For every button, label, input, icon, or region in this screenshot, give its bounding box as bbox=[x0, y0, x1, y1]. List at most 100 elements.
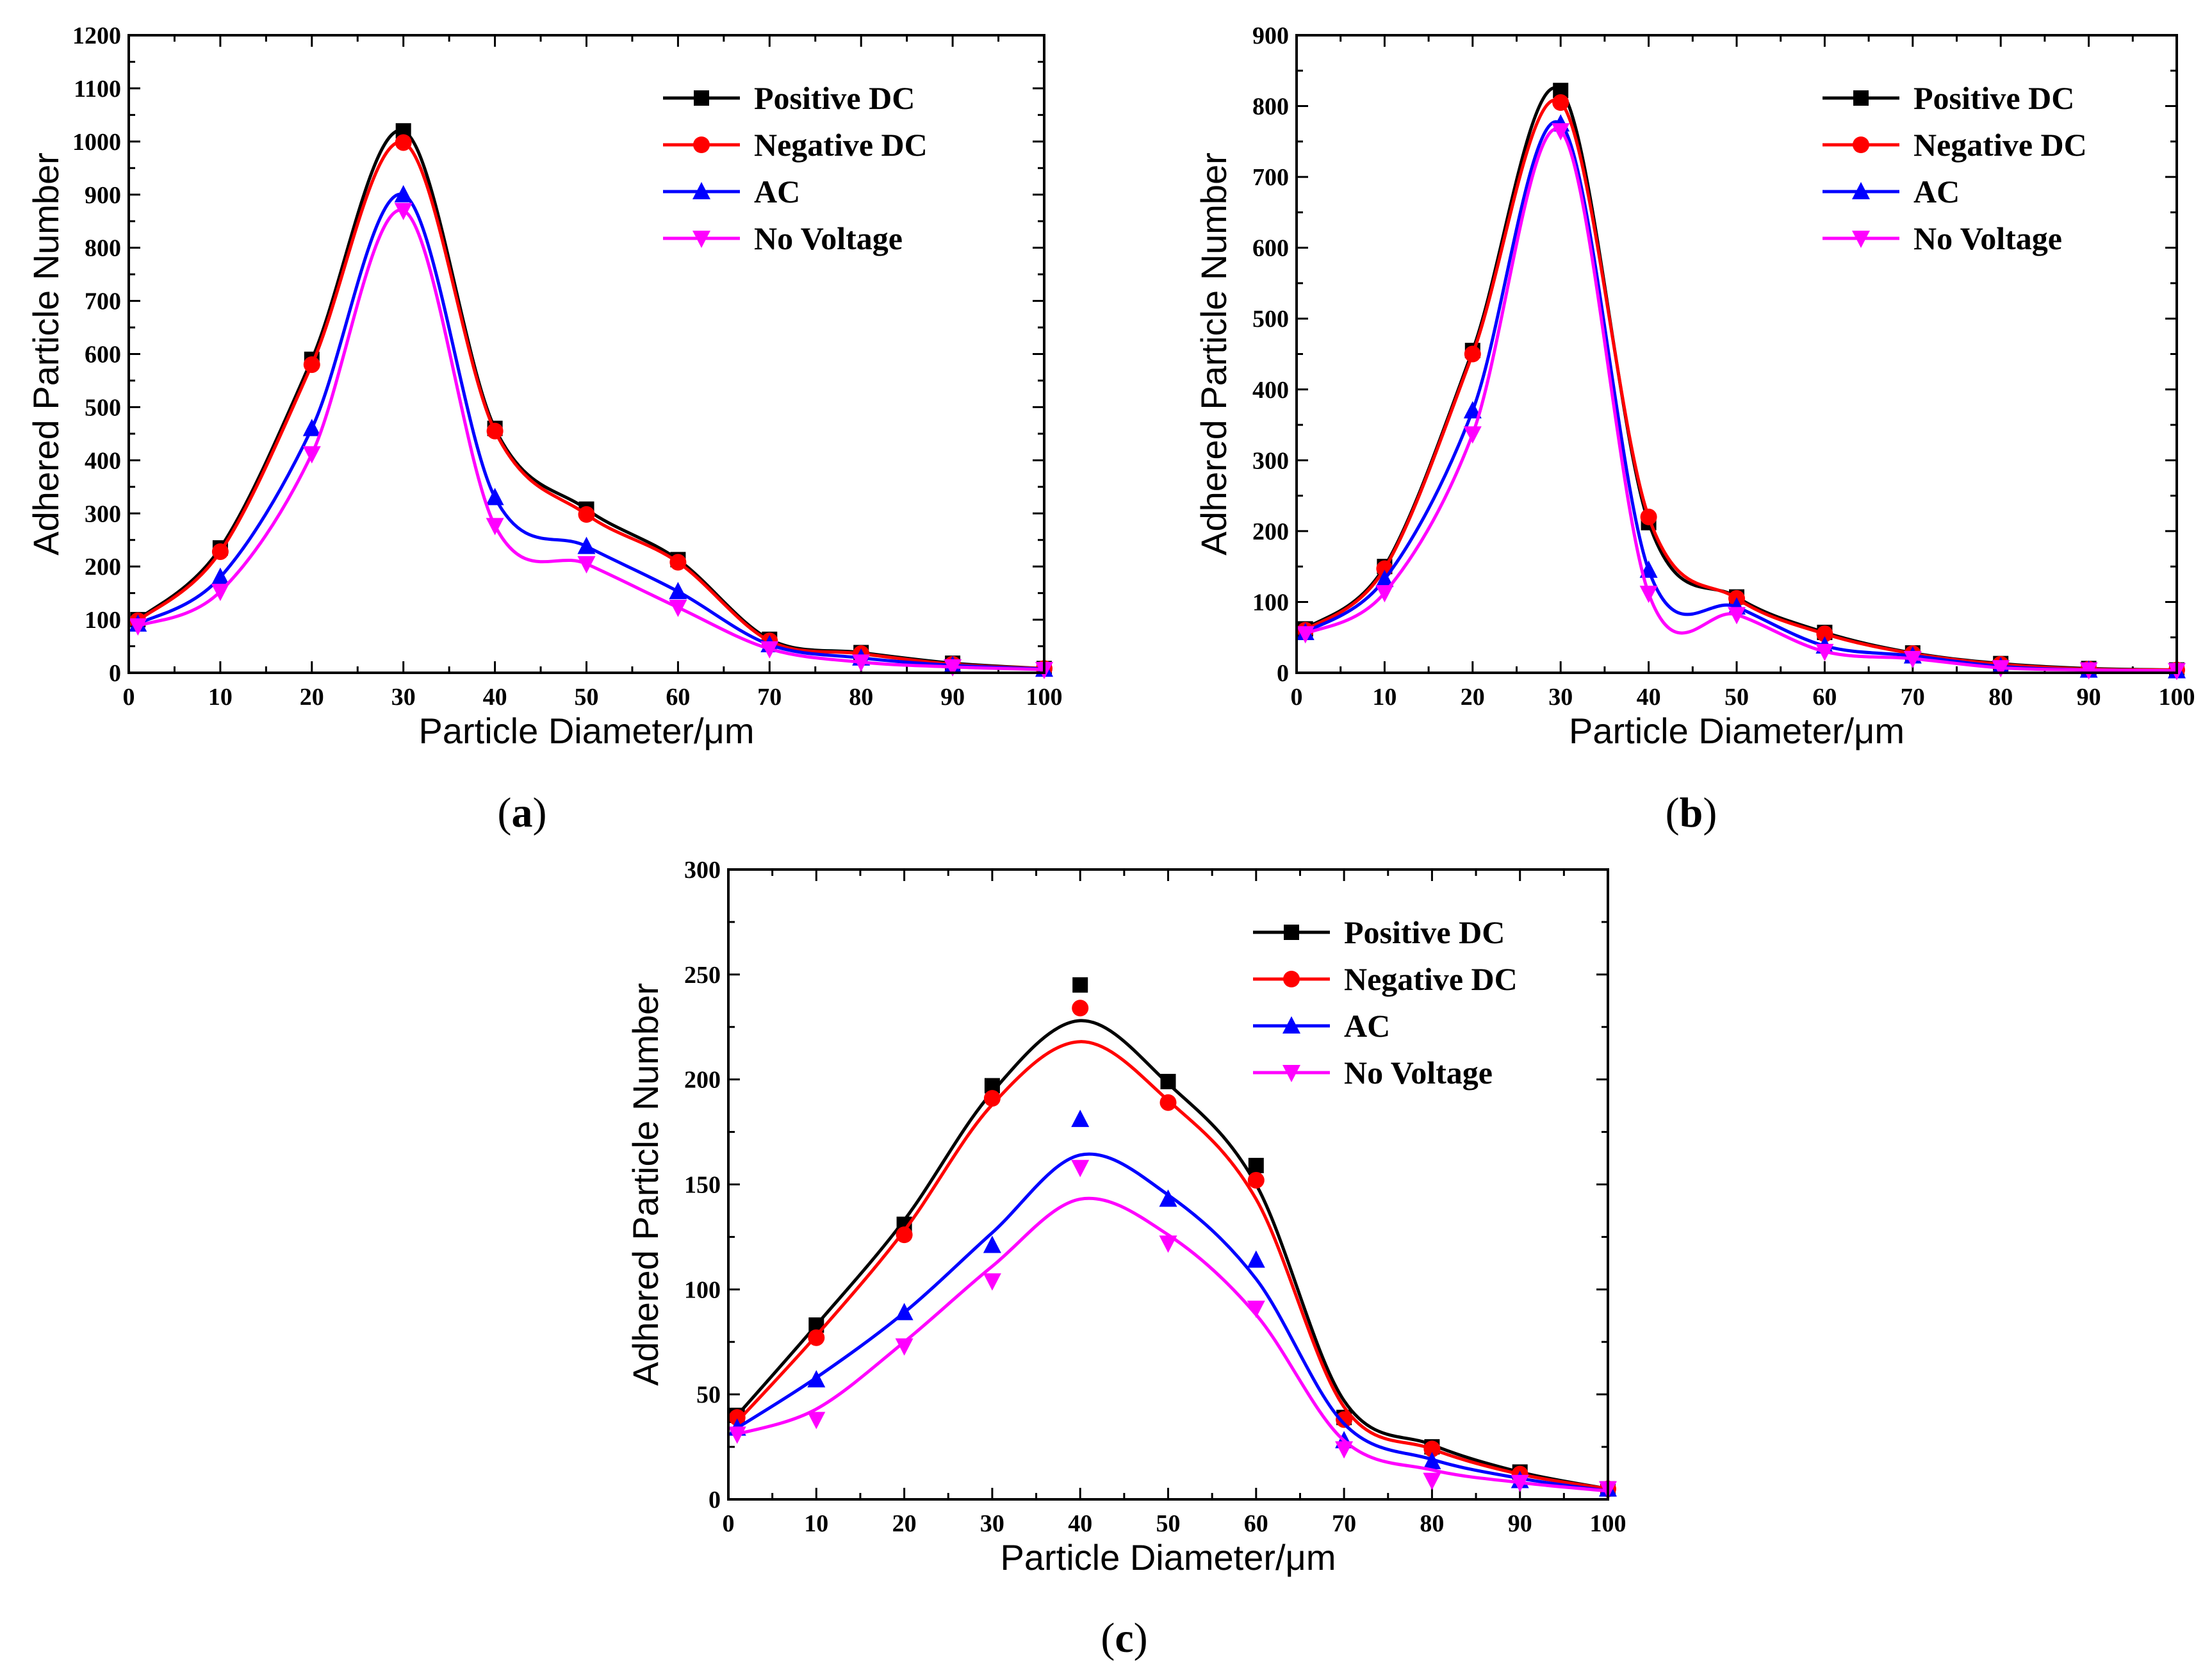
legend-label: Negative DC bbox=[1344, 961, 1518, 997]
data-point bbox=[760, 641, 779, 659]
data-point bbox=[486, 422, 504, 440]
data-point bbox=[669, 554, 687, 571]
x-tick-label: 70 bbox=[1332, 1510, 1356, 1537]
x-tick-label: 100 bbox=[1590, 1510, 1626, 1537]
legend-marker bbox=[1852, 182, 1870, 199]
x-tick-label: 20 bbox=[1461, 684, 1485, 711]
y-tick-label: 200 bbox=[684, 1067, 721, 1094]
data-point bbox=[1511, 1474, 1529, 1492]
legend-label: Negative DC bbox=[754, 127, 928, 163]
x-tick-label: 30 bbox=[980, 1510, 1004, 1537]
x-tick-label: 40 bbox=[1637, 684, 1661, 711]
legend-marker bbox=[1284, 925, 1299, 940]
y-tick-label: 0 bbox=[1277, 660, 1289, 687]
y-tick-label: 800 bbox=[85, 235, 121, 262]
legend-marker bbox=[1853, 90, 1869, 106]
series-line bbox=[735, 1019, 1609, 1491]
data-point bbox=[1423, 1472, 1441, 1490]
data-point bbox=[1072, 1000, 1089, 1017]
y-tick-label: 0 bbox=[709, 1487, 721, 1513]
legend-label: No Voltage bbox=[1913, 220, 2062, 256]
x-tick-label: 50 bbox=[1725, 684, 1749, 711]
x-tick-label: 60 bbox=[1812, 684, 1837, 711]
y-tick-label: 1200 bbox=[72, 22, 121, 49]
y-tick-label: 600 bbox=[1252, 235, 1289, 262]
y-tick-label: 50 bbox=[696, 1381, 721, 1408]
data-point bbox=[852, 654, 871, 672]
data-point bbox=[669, 582, 687, 600]
y-axis-title: Adhered Particle Number bbox=[26, 152, 66, 556]
y-tick-label: 0 bbox=[109, 660, 121, 687]
legend-marker bbox=[694, 90, 709, 106]
x-tick-label: 80 bbox=[1988, 684, 2013, 711]
data-point bbox=[1248, 1158, 1264, 1174]
legend-marker bbox=[1853, 136, 1869, 153]
legend-marker bbox=[1852, 231, 1870, 248]
x-axis-title: Particle Diameter/μm bbox=[419, 711, 755, 751]
x-tick-label: 80 bbox=[849, 684, 873, 711]
data-point bbox=[895, 1338, 913, 1356]
data-point bbox=[1160, 1073, 1176, 1089]
legend-marker bbox=[692, 231, 710, 248]
data-point bbox=[395, 134, 412, 151]
chart-panel: 0 10 20 30 40 50 60 70 80 90 100 0 100 200 300 400 500 60… bbox=[1193, 22, 2195, 836]
data-point bbox=[669, 600, 687, 618]
data-point bbox=[211, 543, 229, 560]
series-line bbox=[736, 1196, 1609, 1493]
data-point bbox=[1552, 123, 1570, 141]
x-tick-label: 80 bbox=[1420, 1510, 1444, 1537]
x-tick-label: 20 bbox=[300, 684, 324, 711]
data-point bbox=[211, 567, 229, 585]
y-axis-title: Adhered Particle Number bbox=[1193, 152, 1234, 556]
x-tick-label: 90 bbox=[1508, 1510, 1532, 1537]
y-tick-label: 700 bbox=[85, 288, 121, 315]
data-point bbox=[1552, 94, 1569, 111]
x-tick-label: 10 bbox=[208, 684, 233, 711]
legend-marker bbox=[1283, 971, 1300, 987]
data-point bbox=[1903, 650, 1922, 668]
y-tick-label: 1100 bbox=[74, 76, 121, 103]
y-tick-label: 250 bbox=[684, 962, 721, 989]
data-point bbox=[983, 1273, 1001, 1291]
data-point bbox=[486, 488, 504, 506]
x-tick-label: 10 bbox=[1372, 684, 1397, 711]
legend-label: AC bbox=[1913, 174, 1960, 210]
data-point bbox=[394, 202, 413, 220]
data-point bbox=[1071, 1109, 1090, 1127]
data-point bbox=[1159, 1189, 1177, 1207]
y-tick-label: 800 bbox=[1252, 94, 1289, 120]
series-line bbox=[137, 192, 1045, 671]
y-tick-label: 150 bbox=[684, 1172, 721, 1199]
panel-label: (b) bbox=[1666, 789, 1717, 836]
legend-marker bbox=[693, 136, 710, 153]
data-point bbox=[1071, 1160, 1090, 1178]
x-tick-label: 60 bbox=[666, 684, 690, 711]
y-tick-label: 400 bbox=[85, 447, 121, 474]
legend-marker bbox=[692, 182, 710, 199]
data-point bbox=[486, 518, 504, 536]
data-point bbox=[578, 506, 595, 523]
x-tick-label: 40 bbox=[483, 684, 507, 711]
data-point bbox=[944, 659, 962, 677]
legend-label: Positive DC bbox=[754, 80, 915, 116]
data-point bbox=[1159, 1235, 1177, 1253]
x-tick-label: 0 bbox=[1291, 684, 1303, 711]
data-point bbox=[577, 536, 596, 554]
y-tick-label: 300 bbox=[1252, 447, 1289, 474]
x-tick-label: 60 bbox=[1244, 1510, 1268, 1537]
data-point bbox=[808, 1329, 825, 1346]
data-point bbox=[302, 446, 321, 464]
y-tick-label: 1000 bbox=[72, 129, 121, 156]
y-tick-label: 700 bbox=[1252, 164, 1289, 191]
data-point bbox=[1072, 977, 1088, 993]
y-tick-label: 900 bbox=[85, 182, 121, 209]
panel-label: (c) bbox=[1101, 1615, 1147, 1661]
x-tick-label: 90 bbox=[2077, 684, 2101, 711]
y-tick-label: 500 bbox=[85, 394, 121, 421]
y-tick-label: 600 bbox=[85, 342, 121, 368]
data-point bbox=[895, 1303, 913, 1321]
data-point bbox=[728, 1409, 746, 1426]
y-tick-label: 500 bbox=[1252, 306, 1289, 333]
data-point bbox=[1423, 1440, 1441, 1458]
